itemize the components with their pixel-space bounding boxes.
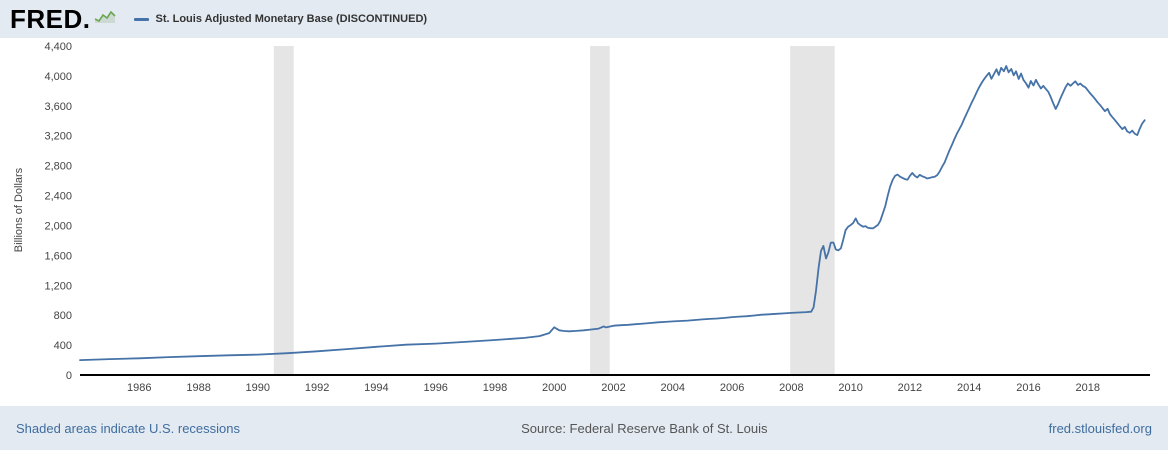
fred-logo[interactable]: FRED. bbox=[10, 6, 116, 32]
y-tick-label: 2,000 bbox=[44, 221, 72, 233]
recession-band bbox=[790, 46, 835, 375]
x-tick-label: 2016 bbox=[1016, 382, 1040, 394]
recession-band bbox=[590, 46, 610, 375]
x-tick-label: 2010 bbox=[838, 382, 862, 394]
x-tick-label: 2014 bbox=[957, 382, 981, 394]
legend-line-swatch bbox=[133, 17, 149, 21]
y-tick-label: 1,200 bbox=[44, 280, 72, 292]
x-tick-label: 2008 bbox=[779, 382, 803, 394]
x-tick-label: 1992 bbox=[305, 382, 329, 394]
x-tick-label: 1990 bbox=[246, 382, 270, 394]
x-tick-label: 1988 bbox=[186, 382, 210, 394]
fred-site-link[interactable]: fred.stlouisfed.org bbox=[1048, 420, 1152, 436]
y-tick-label: 2,400 bbox=[44, 191, 72, 203]
recession-band bbox=[273, 46, 294, 375]
y-tick-label: 0 bbox=[66, 370, 72, 382]
fred-logo-chart-icon bbox=[94, 10, 116, 30]
x-tick-label: 2002 bbox=[601, 382, 625, 394]
y-tick-label: 4,000 bbox=[44, 71, 72, 83]
header: FRED. St. Louis Adjusted Monetary Base (… bbox=[0, 0, 1168, 38]
x-tick-label: 2004 bbox=[661, 382, 685, 394]
x-tick-label: 1986 bbox=[127, 382, 151, 394]
x-tick-label: 2012 bbox=[898, 382, 922, 394]
x-tick-label: 2018 bbox=[1076, 382, 1100, 394]
y-tick-label: 3,600 bbox=[44, 101, 72, 113]
y-tick-label: 400 bbox=[54, 340, 72, 352]
chart-card: Billions of Dollars 0 400 800 1,200 1,600 2,0… bbox=[0, 38, 1168, 406]
x-tick-label: 2000 bbox=[542, 382, 566, 394]
x-tick-label: 2006 bbox=[720, 382, 744, 394]
x-tick-label: 1998 bbox=[483, 382, 507, 394]
legend-series-label: St. Louis Adjusted Monetary Base (DISCON… bbox=[155, 13, 428, 25]
recession-note-link[interactable]: Shaded areas indicate U.S. recessions bbox=[16, 420, 241, 436]
legend[interactable]: St. Louis Adjusted Monetary Base (DISCON… bbox=[133, 13, 428, 25]
source-text: Source: Federal Reserve Bank of St. Loui… bbox=[521, 420, 768, 436]
x-tick-label: 1996 bbox=[423, 382, 447, 394]
y-tick-label: 800 bbox=[54, 310, 72, 322]
x-tick-label: 1994 bbox=[364, 382, 388, 394]
y-tick-label: 2,800 bbox=[44, 161, 72, 173]
y-tick-label: 1,600 bbox=[44, 250, 72, 262]
data-line bbox=[79, 65, 1146, 361]
chart-svg[interactable]: 0 400 800 1,200 1,600 2,000 2,400 2,800 3,200 3,6… bbox=[0, 38, 1168, 406]
y-tick-label: 3,200 bbox=[44, 131, 72, 143]
fred-logo-text: FRED. bbox=[10, 4, 91, 34]
y-tick-label: 4,400 bbox=[44, 41, 72, 53]
footer: Shaded areas indicate U.S. recessions So… bbox=[0, 406, 1168, 450]
